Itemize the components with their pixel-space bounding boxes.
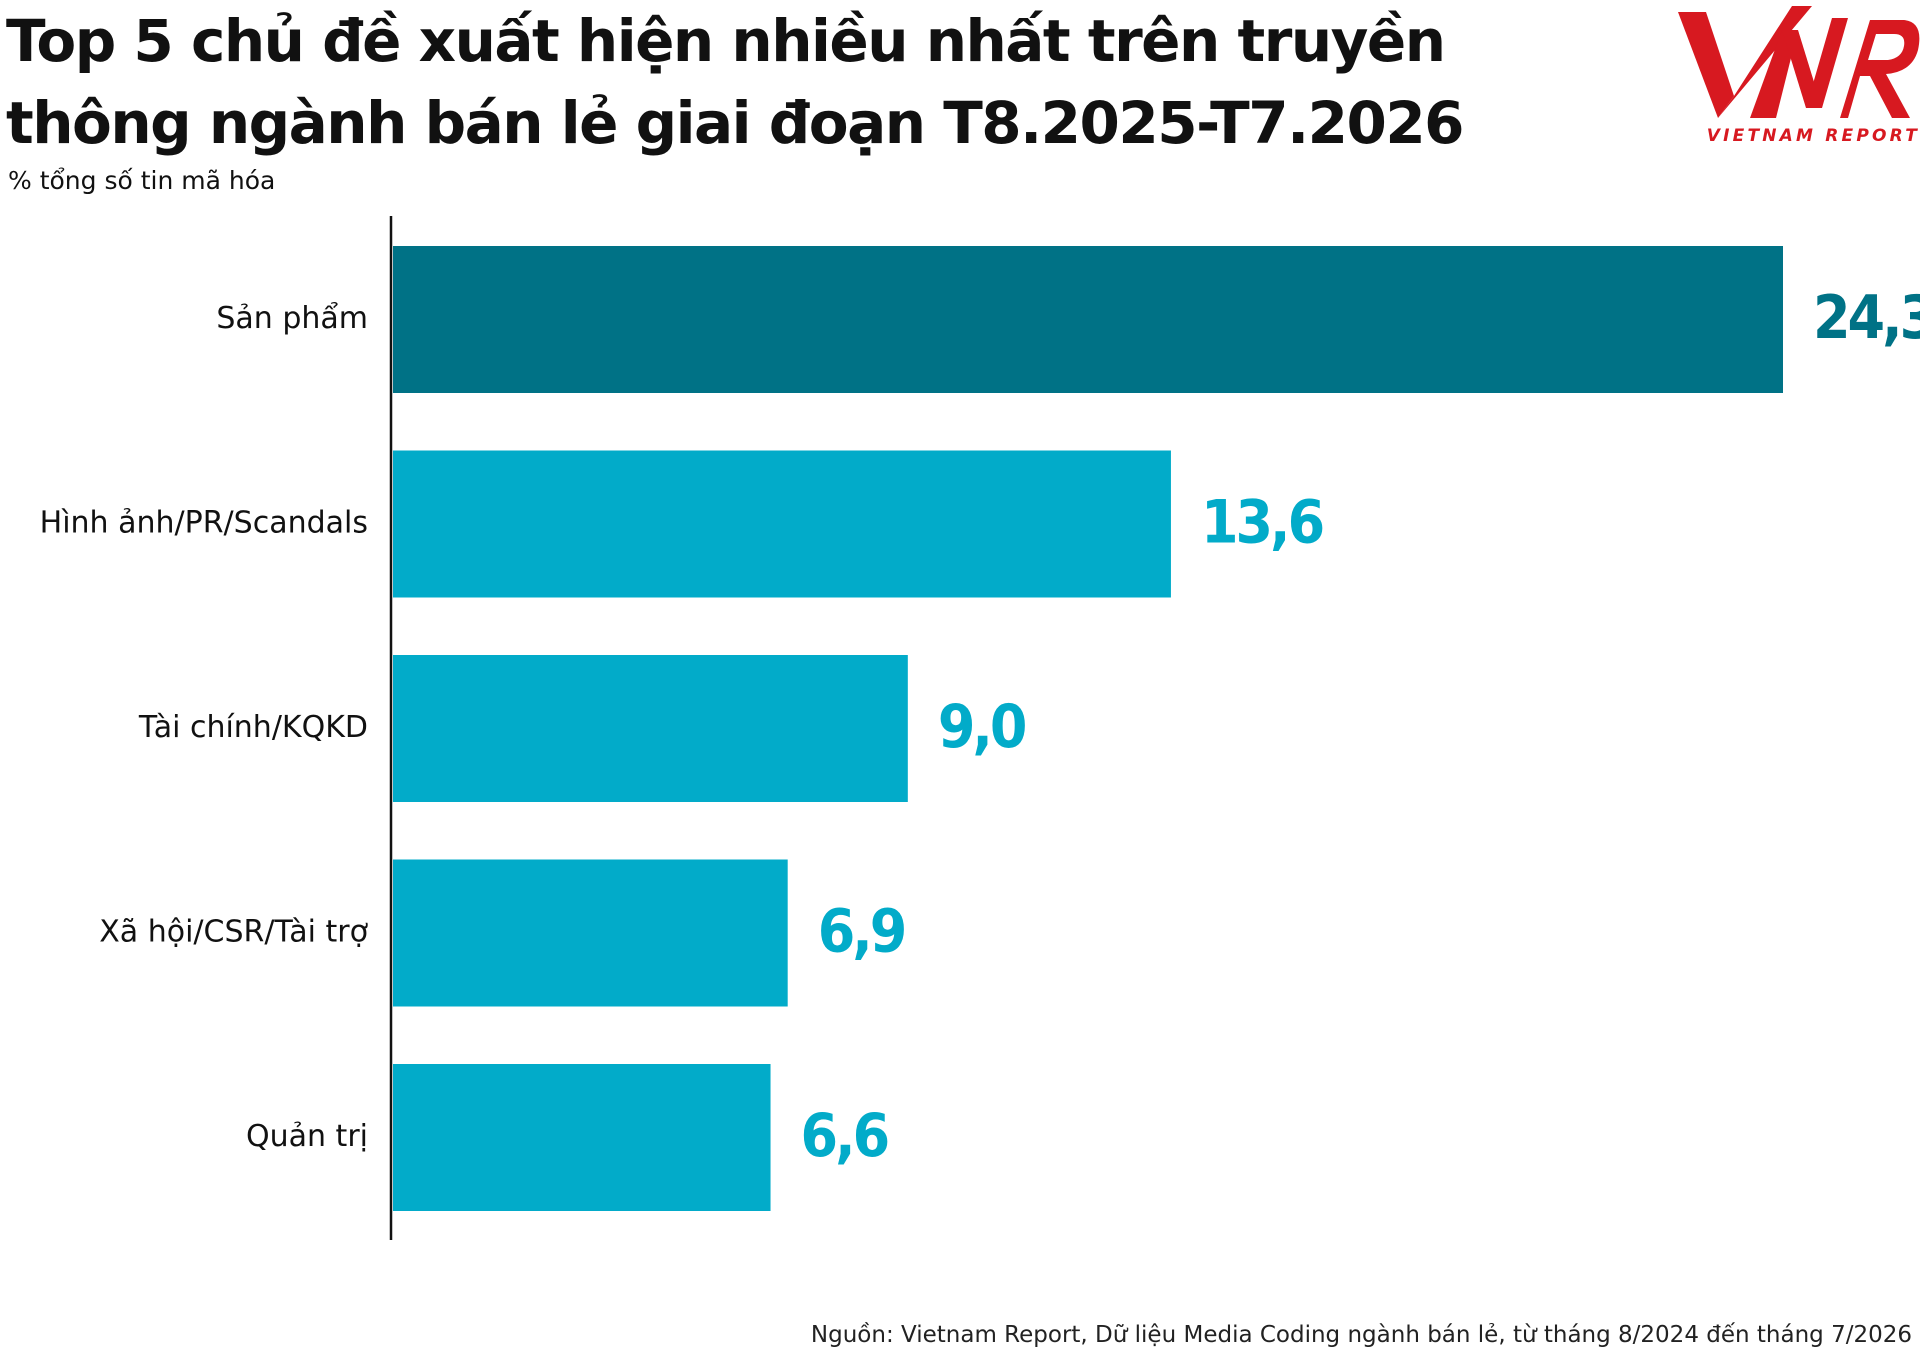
logo-v-left [1678, 12, 1734, 118]
chart-subtitle: % tổng số tin mã hóa [8, 166, 276, 195]
category-label: Hình ảnh/PR/Scandals [40, 506, 368, 541]
bar [393, 655, 908, 802]
logo-n-right [1806, 18, 1848, 108]
value-label: 13,6 [1201, 488, 1323, 558]
source-note: Nguồn: Vietnam Report, Dữ liệu Media Cod… [810, 1322, 1912, 1348]
chart-title: Top 5 chủ đề xuất hiện nhiều nhất trên t… [6, 7, 1465, 157]
category-label: Quản trị [246, 1119, 368, 1154]
logo-n-left [1750, 30, 1798, 118]
vnr-logo [1678, 6, 1920, 118]
category-label: Sản phẩm [216, 300, 368, 336]
value-label: 9,0 [938, 692, 1025, 762]
bar [393, 859, 788, 1007]
bar [393, 450, 1171, 598]
bar-chart: Sản phẩm 24,3 Hình ảnh/PR/Scandals 13,6 Tài … [40, 216, 1920, 1240]
category-label: Tài chính/KQKD [138, 710, 368, 745]
logo-text: VIETNAM REPORT [1706, 126, 1920, 146]
bar [393, 1064, 771, 1211]
value-label: 6,6 [801, 1101, 888, 1171]
value-label: 6,9 [818, 897, 905, 967]
logo-r [1840, 20, 1920, 118]
category-label: Xã hội/CSR/Tài trợ [99, 915, 368, 950]
bar [393, 246, 1783, 393]
value-label: 24,3 [1813, 283, 1920, 353]
